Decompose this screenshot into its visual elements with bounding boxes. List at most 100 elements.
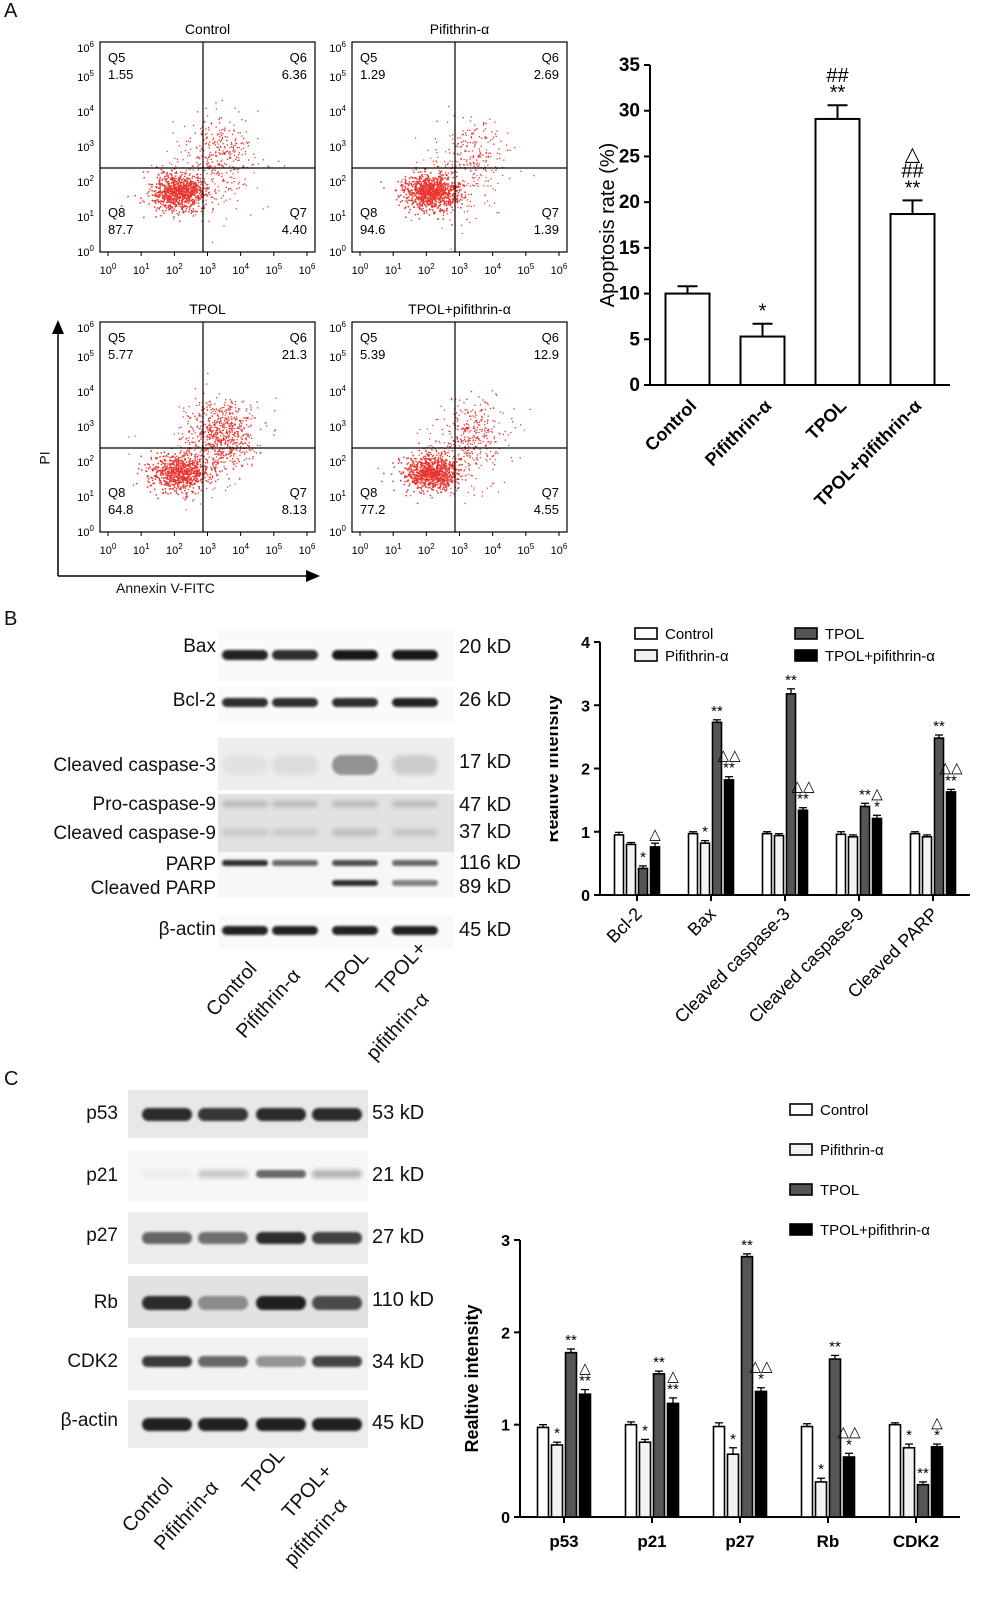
y-tick-label: 15: [619, 238, 641, 259]
blot-band: [332, 801, 378, 807]
bar: [625, 843, 637, 896]
blot-band: [332, 650, 378, 660]
flow-xtick-label: 103: [451, 542, 468, 557]
significance-mark: △△: [791, 778, 815, 795]
quadrant-q8-label: Q8: [360, 205, 377, 220]
blot-band: [312, 1232, 362, 1244]
blot-band: [256, 1418, 306, 1431]
blot-band: [312, 1418, 362, 1431]
blot-row-label: Cleaved caspase-9: [53, 823, 216, 844]
bar: [889, 213, 936, 386]
flow-ytick-label: 101: [77, 209, 94, 224]
blot-kd-label: 47 kD: [459, 794, 512, 816]
y-tick-label: 10: [619, 284, 640, 305]
quadrant-q8-label: Q8: [360, 485, 377, 500]
blot-band: [222, 829, 268, 836]
y-tick-label: 30: [619, 101, 640, 122]
blot-kd-label: 116 kD: [459, 852, 521, 874]
blot-band: [256, 1356, 306, 1367]
flow-xtick-label: 101: [133, 262, 150, 277]
bar: [842, 1456, 856, 1518]
blot-band: [392, 801, 438, 807]
blot-band: [198, 1108, 248, 1121]
y-tick-label: 3: [581, 698, 590, 715]
flow-xtick-label: 100: [352, 262, 369, 277]
quadrant-q5-value: 5.39: [360, 347, 385, 362]
legend-swatch: [794, 627, 818, 640]
x-category-label: Rb: [817, 1532, 840, 1551]
bar: [835, 833, 847, 896]
bar: [664, 292, 711, 386]
blot-lane-label: pifithrin-α: [362, 988, 434, 1065]
significance-mark: △△: [939, 760, 963, 777]
blot-band: [222, 860, 268, 866]
significance-mark: **: [933, 718, 945, 735]
blot-row-label: p27: [86, 1225, 118, 1246]
blot-band: [392, 829, 438, 836]
blot-band: [392, 755, 438, 775]
bar: [637, 867, 649, 896]
blot-kd-label: 45 kD: [372, 1412, 425, 1434]
x-category-label: p53: [549, 1532, 578, 1551]
flow-xtick-label: 104: [484, 542, 501, 557]
blot-row-label: PARP: [165, 854, 216, 875]
quadrant-q5-label: Q5: [360, 330, 377, 345]
flow-plot: TPOL+pifithrin-α Q5 5.39 Q6 12.9 Q8 77.2 Q7 4.55…: [329, 301, 568, 557]
flow-plot: Control Q5 1.55 Q6 6.36 Q8 87.7 Q7 4.40 100 100 101…: [77, 21, 316, 277]
flow-ytick-label: 106: [77, 40, 94, 55]
blot-band: [332, 755, 378, 775]
significance-mark: **: [945, 772, 957, 789]
flow-ytick-label: 104: [77, 104, 94, 119]
significance-mark: *: [818, 1461, 824, 1478]
bar: [888, 1423, 902, 1518]
flow-xtick-label: 102: [166, 262, 183, 277]
significance-mark: △: [667, 1368, 679, 1385]
significance-mark: △: [871, 786, 883, 803]
blot-kd-label: 53 kD: [372, 1102, 425, 1124]
quadrant-q6-value: 6.36: [282, 67, 307, 82]
quadrant-q5-label: Q5: [108, 330, 125, 345]
blot-band: [142, 1108, 192, 1121]
blot-row-label: Cleaved caspase-3: [53, 755, 216, 776]
y-tick-label: 0: [629, 375, 640, 396]
flow-ytick-label: 102: [329, 174, 346, 189]
quadrant-q8-value: 87.7: [108, 222, 133, 237]
blot-band: [332, 829, 378, 836]
flow-ytick-label: 100: [77, 244, 94, 259]
quadrant-q8-label: Q8: [108, 485, 125, 500]
bar: [550, 1444, 564, 1518]
blot-row-label: Rb: [93, 1292, 118, 1313]
flow-ytick-label: 100: [329, 244, 346, 259]
blot-kd-label: 21 kD: [372, 1164, 425, 1186]
y-tick-label: 2: [581, 762, 590, 779]
significance-mark: **: [723, 760, 735, 777]
blot-band: [198, 1232, 248, 1244]
legend-label: Control: [820, 1102, 868, 1119]
significance-mark: *: [554, 1425, 560, 1442]
blot-band: [312, 1170, 362, 1178]
blot-band: [392, 860, 438, 866]
significance-mark: *: [758, 1371, 764, 1388]
significance-mark: **: [830, 82, 846, 104]
panel-letter-c: C: [4, 1068, 19, 1090]
legend-label: TPOL: [820, 1182, 859, 1199]
blot-band: [312, 1108, 362, 1121]
significance-mark: **: [711, 703, 723, 720]
flow-xtick-label: 102: [418, 262, 435, 277]
legend-swatch: [789, 1223, 813, 1236]
blot-band: [222, 880, 268, 886]
blot-band: [272, 650, 318, 660]
legend-label: Pifithrin-α: [665, 648, 729, 665]
blot-band: [392, 880, 438, 886]
flow-xtick-label: 106: [551, 542, 568, 557]
significance-mark: *: [640, 849, 646, 866]
flow-xtick-label: 101: [385, 542, 402, 557]
legend-label: TPOL+pifithrin-α: [825, 648, 935, 665]
quadrant-q5-value: 1.55: [108, 67, 133, 82]
x-category-label: TPOL: [802, 396, 850, 444]
bar: [800, 1425, 814, 1518]
x-category-label: Control: [641, 396, 700, 455]
y-tick-label: 3: [501, 1233, 510, 1250]
flow-plot-title: Pifithrin-α: [430, 21, 489, 37]
quadrant-q7-label: Q7: [542, 485, 559, 500]
